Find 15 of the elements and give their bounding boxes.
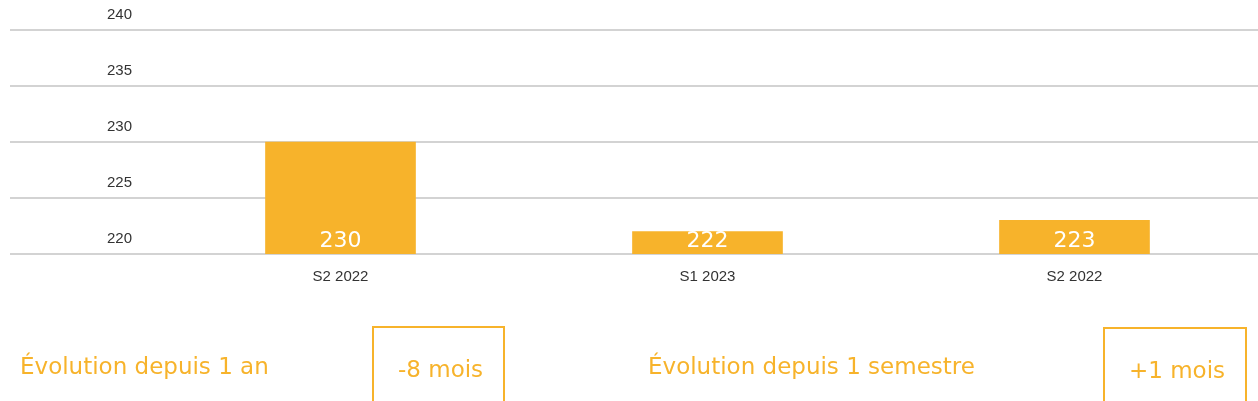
data-label: 230: [319, 226, 362, 252]
y-tick-label: 230: [107, 117, 133, 135]
text: Évolution depuis 1 semestre: [648, 353, 975, 379]
y-tick-label: 220: [107, 229, 133, 247]
x-tick-label: S2 2022: [312, 267, 369, 285]
y-tick-label: 225: [107, 173, 133, 191]
data-label: 223: [1053, 226, 1096, 252]
data-label: 222: [686, 226, 729, 252]
x-tick-label: S1 2023: [679, 267, 736, 285]
y-tick-label: 240: [107, 5, 133, 23]
text: -8 mois: [372, 326, 506, 401]
text: +1 mois: [1103, 327, 1248, 401]
y-tick-label: 235: [107, 61, 133, 79]
x-tick-label: S2 2022: [1046, 267, 1103, 285]
text: Évolution depuis 1 an: [20, 353, 269, 379]
